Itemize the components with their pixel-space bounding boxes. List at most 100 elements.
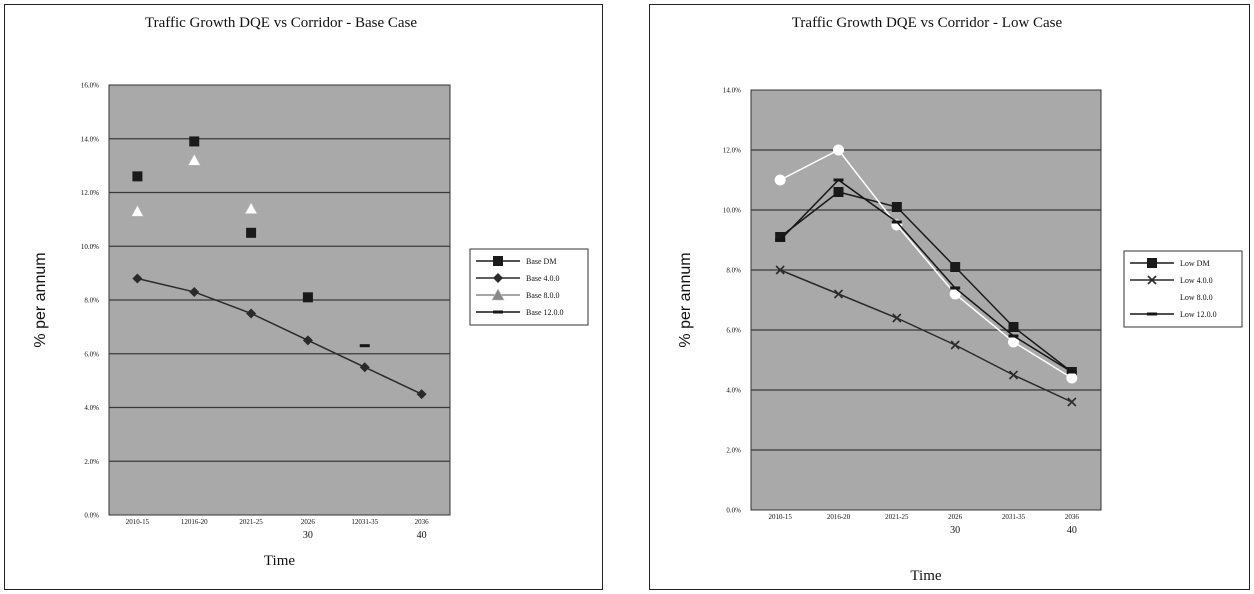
x-tick-label: 12031-35 — [351, 518, 378, 526]
data-point — [1008, 334, 1019, 338]
legend-label: Low 12.0.0 — [1180, 310, 1217, 319]
y-tick-label: 10.0% — [723, 207, 741, 215]
y-tick-label: 6.0% — [726, 327, 741, 335]
legend-swatch-marker — [493, 310, 503, 314]
data-point — [950, 340, 960, 350]
legend-label: Base 12.0.0 — [526, 308, 564, 317]
data-point — [833, 289, 844, 299]
chart-title: Traffic Growth DQE vs Corridor - Low Cas… — [792, 15, 1063, 31]
data-point — [187, 153, 201, 166]
data-point — [132, 171, 143, 182]
series-4 — [359, 344, 370, 348]
y-tick-label: 4.0% — [726, 387, 741, 395]
series-4 — [775, 178, 1077, 374]
series-1 — [132, 136, 313, 303]
legend-swatch-marker — [493, 256, 503, 266]
data-point — [1067, 397, 1077, 407]
data-point — [950, 286, 961, 290]
legend-entry: Base 12.0.0 — [476, 308, 564, 317]
y-tick-label: 14.0% — [723, 87, 741, 95]
y-tick-label: 0.0% — [726, 507, 741, 515]
x-tick-label: 2021-25 — [885, 513, 909, 521]
y-tick-label: 12.0% — [81, 189, 99, 197]
chart-svg: Traffic Growth DQE vs Corridor - Base Ca… — [32, 15, 589, 569]
data-point — [833, 178, 844, 182]
series-3 — [130, 153, 258, 217]
y-tick-label: 2.0% — [84, 458, 99, 466]
x-axis-title: Time — [910, 568, 941, 584]
legend-label: Low 4.0.0 — [1180, 276, 1213, 285]
data-point — [246, 227, 257, 238]
legend-swatch-marker — [1147, 275, 1157, 285]
data-point — [1066, 370, 1077, 374]
data-point — [302, 292, 313, 303]
legend-label: Base DM — [526, 257, 556, 266]
data-point — [774, 174, 786, 186]
data-point — [775, 238, 786, 242]
legend-entry: Base 4.0.0 — [476, 273, 560, 283]
x-tick-label: 2031-35 — [1002, 513, 1026, 521]
legend-swatch-marker — [1147, 312, 1157, 316]
x-tick-sublabel: 30 — [303, 530, 313, 541]
data-point — [950, 262, 961, 272]
series-line — [779, 179, 1073, 373]
legend-swatch-marker — [491, 288, 505, 301]
x-tick-label: 2026 — [301, 518, 316, 526]
y-tick-label: 16.0% — [81, 82, 99, 90]
x-tick-label: 2036 — [1065, 513, 1080, 521]
data-point — [949, 288, 961, 300]
data-point — [775, 265, 785, 275]
data-point — [246, 308, 257, 319]
data-point — [189, 136, 200, 147]
data-point — [416, 389, 427, 400]
data-point — [891, 202, 902, 212]
legend-label: Base 8.0.0 — [526, 291, 560, 300]
legend-entry: Base DM — [476, 256, 556, 266]
series-2 — [775, 265, 1077, 407]
legend-entry: Low DM — [1130, 258, 1210, 268]
data-point — [359, 344, 370, 348]
legend-label: Low 8.0.0 — [1180, 293, 1213, 302]
data-point — [359, 362, 370, 373]
series-line — [779, 269, 1073, 403]
y-axis-title: % per annum — [32, 252, 49, 347]
data-point — [833, 144, 844, 156]
chart-title: Traffic Growth DQE vs Corridor - Base Ca… — [145, 15, 417, 31]
data-point — [1008, 370, 1019, 380]
x-tick-sublabel: 40 — [417, 530, 427, 541]
legend-swatch-marker — [1146, 291, 1158, 303]
y-tick-label: 12.0% — [723, 147, 741, 155]
low-case-chart: Traffic Growth DQE vs Corridor - Low Cas… — [649, 4, 1250, 590]
x-tick-label: 2010-15 — [768, 513, 792, 521]
series-2 — [132, 273, 427, 400]
data-point — [891, 220, 902, 224]
x-tick-label: 2026 — [948, 513, 963, 521]
data-point — [302, 335, 313, 346]
data-point — [132, 273, 143, 284]
data-point — [1008, 322, 1019, 332]
x-tick-label: 2036 — [415, 518, 430, 526]
series-line — [779, 191, 1073, 373]
x-tick-label: 2010-15 — [126, 518, 150, 526]
x-axis-title: Time — [264, 553, 295, 569]
y-tick-label: 4.0% — [84, 404, 99, 412]
legend-label: Base 4.0.0 — [526, 274, 560, 283]
legend-swatch-marker — [1147, 258, 1157, 268]
data-point — [775, 232, 786, 242]
legend-entry: Low 4.0.0 — [1130, 275, 1213, 285]
data-point — [1008, 336, 1019, 348]
legend-entry: Low 8.0.0 — [1130, 291, 1213, 303]
y-tick-label: 6.0% — [84, 350, 99, 358]
data-point — [833, 187, 844, 197]
y-tick-label: 8.0% — [726, 267, 741, 275]
chart-svg: Traffic Growth DQE vs Corridor - Low Cas… — [677, 15, 1243, 584]
x-tick-sublabel: 30 — [950, 525, 960, 536]
series-line — [779, 149, 1073, 379]
plot-area — [750, 89, 1102, 511]
y-tick-label: 10.0% — [81, 243, 99, 251]
y-axis-title: % per annum — [677, 252, 694, 347]
y-tick-label: 14.0% — [81, 135, 99, 143]
data-point — [892, 313, 902, 323]
y-tick-label: 2.0% — [726, 447, 741, 455]
data-point — [244, 201, 258, 214]
